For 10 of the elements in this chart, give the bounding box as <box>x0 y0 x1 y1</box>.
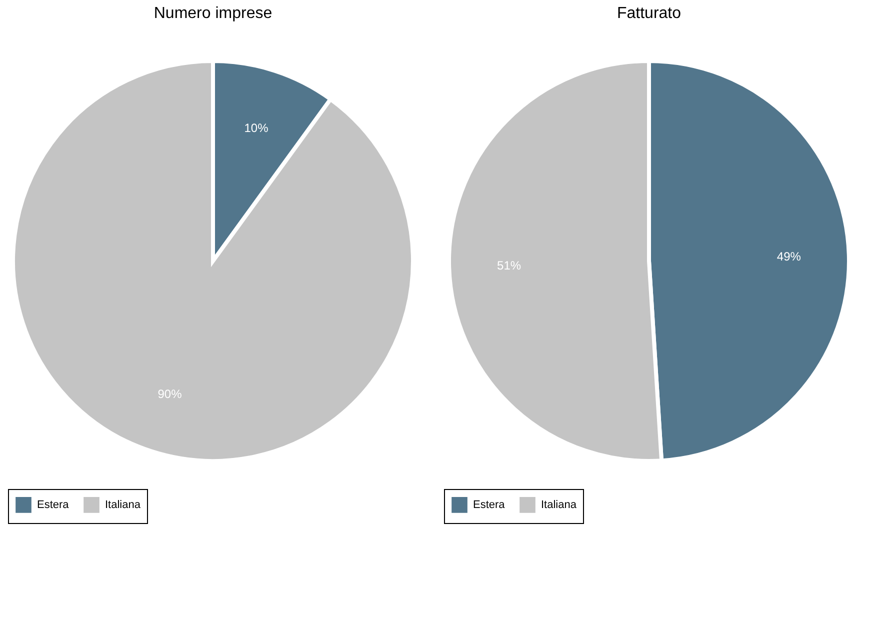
legend-label: Italiana <box>541 498 578 511</box>
chart-title: Numero imprese <box>154 5 272 22</box>
data-label: 51% <box>497 258 522 272</box>
data-label: 10% <box>244 120 269 135</box>
chart-title: Fatturato <box>616 5 682 22</box>
data-label: 90% <box>158 387 182 402</box>
legend-label: Estera <box>37 498 70 511</box>
legend-label: Italiana <box>105 498 142 511</box>
data-label: 49% <box>776 250 802 264</box>
legend-label: Estera <box>473 498 506 511</box>
